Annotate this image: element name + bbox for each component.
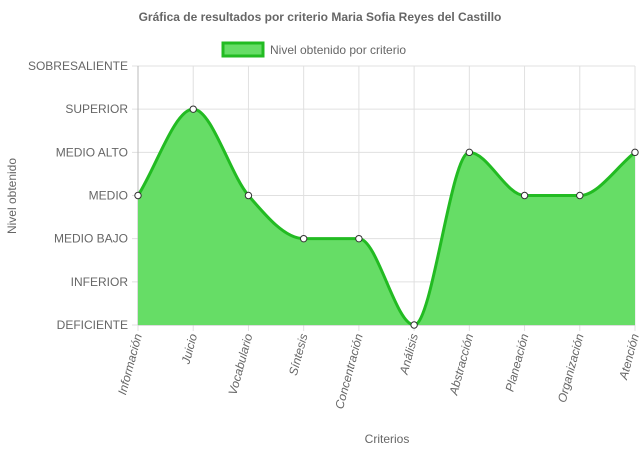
y-tick-label: MEDIO — [89, 189, 128, 203]
x-tick-label: Atención — [616, 332, 639, 382]
x-tick-label: Vocabulario — [226, 332, 256, 397]
x-tick-label: Síntesis — [286, 332, 311, 377]
data-points — [134, 105, 639, 329]
y-tick-label: MEDIO BAJO — [54, 232, 128, 246]
data-point[interactable] — [134, 191, 142, 200]
y-axis: DEFICIENTE INFERIOR MEDIO BAJO MEDIO MEDIO A… — [28, 59, 128, 332]
y-axis-title: Nivel obtenido — [5, 158, 19, 234]
data-point[interactable] — [189, 105, 197, 113]
x-tick-label: Organización — [555, 332, 587, 404]
chart-title: Gráfica de resultados por criterio Maria… — [139, 10, 502, 24]
x-tick-label: Juicio — [178, 332, 200, 367]
data-point[interactable] — [410, 321, 418, 329]
series-line — [136, 107, 636, 327]
legend-label: Nivel obtenido por criterio — [270, 43, 406, 57]
x-tick-label: Planeación — [503, 332, 532, 393]
y-tick-label: INFERIOR — [71, 275, 129, 289]
x-axis: Información Juicio Vocabulario Síntesis Conc… — [115, 332, 639, 411]
x-tick-label: Análisis — [397, 332, 421, 377]
x-axis-title: Criterios — [365, 432, 410, 446]
y-tick-label: MEDIO ALTO — [56, 145, 128, 159]
legend[interactable]: Nivel obtenido por criterio — [221, 41, 406, 58]
data-point[interactable] — [355, 234, 363, 243]
series-fill — [138, 109, 635, 326]
y-tick-label: SUPERIOR — [65, 102, 128, 116]
x-tick-label: Concentración — [332, 332, 366, 411]
y-tick-label: SOBRESALIENTE — [28, 59, 128, 73]
data-point[interactable] — [244, 191, 253, 200]
series-area — [136, 107, 636, 327]
data-point[interactable] — [576, 191, 584, 200]
data-point[interactable] — [465, 148, 474, 157]
y-tick-label: DEFICIENTE — [57, 318, 128, 332]
x-tick-label: Información — [115, 332, 145, 396]
x-tick-label: Abstracción — [446, 332, 476, 397]
data-point[interactable] — [299, 234, 308, 243]
data-point[interactable] — [520, 191, 529, 200]
legend-swatch — [221, 41, 265, 58]
data-point[interactable] — [631, 148, 639, 157]
